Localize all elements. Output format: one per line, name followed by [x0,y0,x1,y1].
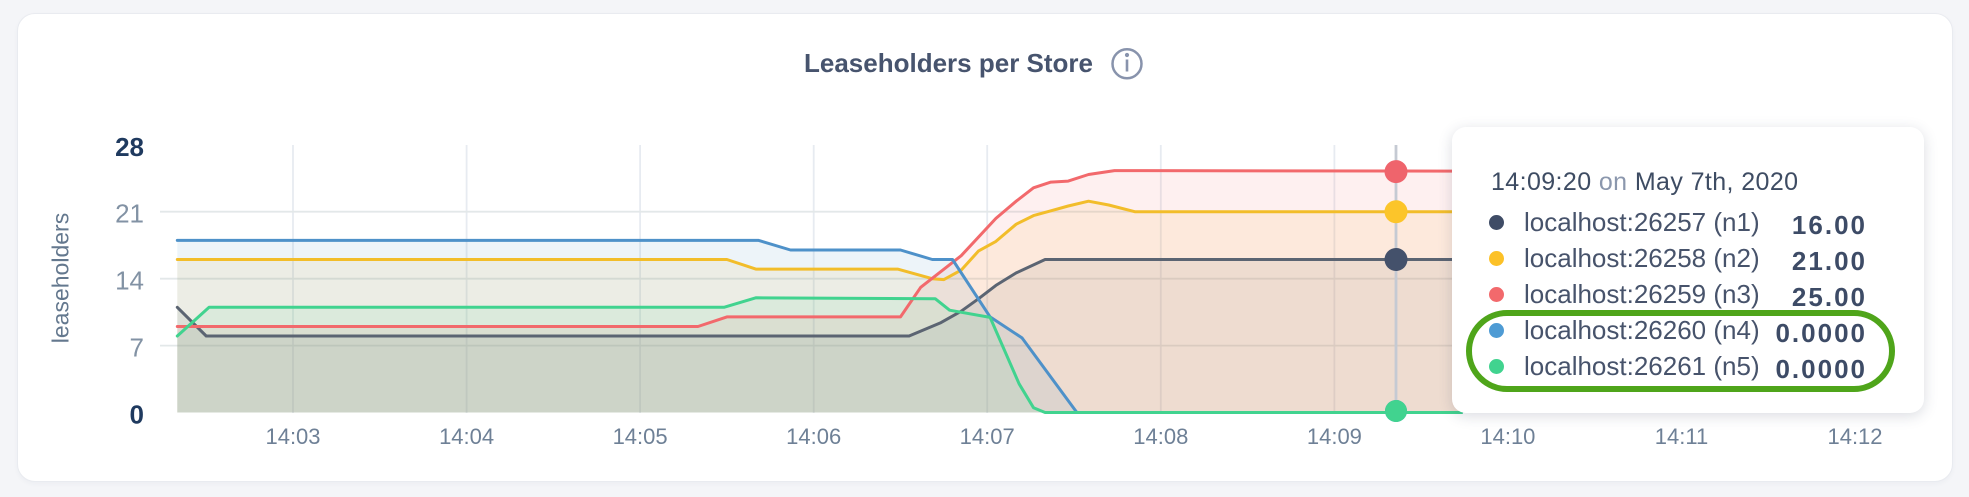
svg-text:14:04: 14:04 [439,424,494,449]
svg-text:leaseholders: leaseholders [48,213,74,343]
svg-text:14:09: 14:09 [1307,424,1362,449]
svg-text:7: 7 [130,333,144,363]
svg-text:14:11: 14:11 [1655,424,1708,449]
svg-text:14: 14 [115,266,144,296]
svg-text:14:03: 14:03 [265,424,320,449]
svg-text:14:07: 14:07 [960,424,1015,449]
svg-text:21: 21 [115,199,144,229]
svg-text:28: 28 [115,132,144,162]
svg-text:14:08: 14:08 [1133,424,1188,449]
svg-text:14:12: 14:12 [1827,424,1882,449]
svg-text:14:06: 14:06 [786,424,841,449]
svg-text:14:10: 14:10 [1480,424,1535,449]
svg-text:0: 0 [130,400,144,430]
svg-text:Leaseholders per Store: Leaseholders per Store [804,48,1093,78]
svg-text:14:05: 14:05 [613,424,668,449]
